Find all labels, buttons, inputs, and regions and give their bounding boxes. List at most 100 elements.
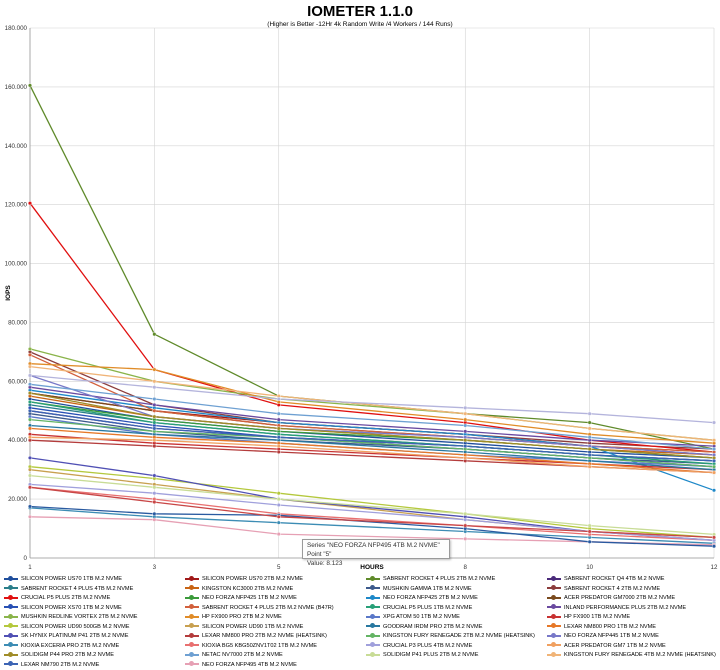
data-point-series-35	[152, 485, 157, 490]
data-point-series-35	[276, 497, 281, 502]
series-line-9	[29, 202, 715, 453]
series-line-41	[29, 486, 715, 539]
chart-subtitle: (Higher is Better -12Hr 4k Random Write …	[267, 21, 453, 28]
data-point-series-11	[712, 488, 717, 493]
legend-swatch	[366, 613, 380, 619]
legend-item: SABRENT ROCKET 4 PLUS 2TB M.2 NVME (B47R…	[185, 603, 365, 613]
legend-swatch	[366, 642, 380, 648]
legend-swatch	[185, 632, 199, 638]
data-point-series-39	[28, 373, 33, 378]
legend-item: KINGSTON KC3000 2TB M.2 NVME	[185, 584, 365, 594]
series-line-32	[29, 436, 715, 474]
data-point-series-39	[712, 420, 717, 425]
legend-swatch	[366, 585, 380, 591]
y-tick-label: 20.000	[8, 496, 27, 503]
legend-item: KINGSTON FURY RENEGADE 4TB M.2 NVME (HEA…	[547, 650, 720, 660]
legend-item: SILICON POWER UD90 500GB M.2 NVME	[4, 622, 184, 632]
tooltip-value-line: Value: 8.123	[307, 560, 343, 567]
data-point-series-16	[463, 429, 468, 434]
y-tick-label: 60.000	[8, 378, 27, 385]
legend-swatch	[185, 642, 199, 648]
data-point-series-18	[152, 367, 157, 372]
series-line-17	[29, 348, 715, 441]
data-point-series-40	[28, 504, 33, 509]
data-point-series-40	[587, 539, 592, 544]
x-tick-label: 12	[711, 564, 718, 571]
legend-label: CRUCIAL P3 PLUS 4TB M.2 NVME	[383, 642, 473, 649]
data-point-series-35	[463, 511, 468, 516]
data-point-series-22	[28, 467, 33, 472]
data-point-series-37	[587, 452, 592, 457]
legend-item: SOLIDIGM P44 PRO 2TB M.2 NVME	[4, 650, 184, 660]
data-point-series-36	[28, 364, 33, 369]
legend-label: NEO FORZA NFP495 4TB M.2 NVME	[202, 661, 297, 668]
data-point-series-36	[152, 379, 157, 384]
legend-item: MUSHKIN GAMMA 1TB M.2 NVME	[366, 584, 546, 594]
legend-label: KINGSTON FURY RENEGADE 4TB M.2 NVME (HEA…	[564, 652, 716, 658]
series-line-39	[29, 374, 715, 424]
data-point-series-41	[152, 500, 157, 505]
data-point-series-15	[152, 420, 157, 425]
legend-item: KIOXIA EXCERIA PRO 2TB M.2 NVME	[4, 641, 184, 651]
legend-label: NEO FORZA NFP425 1TB M.2 NVME	[202, 595, 297, 601]
legend-swatch	[4, 613, 18, 619]
legend-label: HP FX900 1TB M.2 NVME	[564, 614, 631, 620]
legend-item: CRUCIAL P3 PLUS 4TB M.2 NVME	[366, 641, 546, 651]
legend-item: NEO FORZA NFP425 2TB M.2 NVME	[366, 593, 546, 603]
x-tick-label: 1	[28, 564, 32, 571]
data-point-series-32	[712, 470, 717, 475]
data-point-series-18	[463, 417, 468, 422]
data-point-series-35	[587, 523, 592, 528]
y-tick-label: 80.000	[8, 319, 27, 326]
data-point-series-37	[463, 444, 468, 449]
series-line-21	[29, 466, 715, 539]
legend-item: SABRENT ROCKET Q4 4TB M.2 NVME	[547, 574, 720, 584]
legend-item: MUSHKIN REDLINE VORTEX 2TB M.2 NVME	[4, 612, 184, 622]
legend-item: INLAND PERFORMANCE PLUS 2TB M.2 NVME	[547, 603, 720, 613]
data-point-series-41	[587, 529, 592, 534]
legend-item: SILICON POWER US70 2TB M.2 NVME	[185, 574, 365, 584]
legend-label: ACER PREDATOR GM7 1TB M.2 NVME	[564, 642, 666, 649]
y-tick-label: 100.000	[5, 261, 28, 268]
legend-item: LEXAR NM800 PRO 2TB M.2 NVME (HEATSINK)	[185, 631, 365, 641]
legend-swatch	[4, 604, 18, 610]
legend-label: SILICON POWER XS70 1TB M.2 NVME	[21, 604, 122, 611]
legend-label: XPG ATOM 50 1TB M.2 NVME	[383, 614, 460, 620]
legend-label: INLAND PERFORMANCE PLUS 2TB M.2 NVME	[564, 604, 687, 611]
legend-swatch	[547, 632, 561, 638]
legend-swatch	[366, 594, 380, 600]
legend-swatch	[366, 604, 380, 610]
legend-label: SILICON POWER UD90 1TB M.2 NVME	[202, 623, 304, 630]
series-line-23	[29, 424, 715, 471]
legend-item: HP FX900 PRO 2TB M.2 NVME	[185, 612, 365, 622]
series-line-27	[29, 418, 715, 468]
legend-item: XPG ATOM 50 1TB M.2 NVME	[366, 612, 546, 622]
legend-item: NEO FORZA NFP495 4TB M.2 NVME	[185, 660, 365, 670]
legend-swatch	[4, 661, 18, 667]
legend-label: SILICON POWER US70 2TB M.2 NVME	[202, 576, 304, 582]
legend-item: ACER PREDATOR GM7000 2TB M.2 NVME	[547, 593, 720, 603]
data-point-series-37	[152, 426, 157, 431]
series-line-34	[29, 383, 715, 450]
legend-swatch	[366, 651, 380, 657]
series-line-40	[29, 505, 715, 547]
legend-label: SABRENT ROCKET Q4 4TB M.2 NVME	[564, 576, 665, 582]
legend-label: NEO FORZA NFP425 2TB M.2 NVME	[383, 595, 478, 601]
data-point-series-32	[587, 464, 592, 469]
legend-swatch	[185, 661, 199, 667]
legend-swatch	[366, 623, 380, 629]
data-point-series-35	[28, 473, 33, 478]
legend-label: NEO FORZA NFP445 1TB M.2 NVME	[564, 633, 659, 639]
data-point-series-26	[152, 444, 157, 449]
legend-label: CRUCIAL P5 PLUS 2TB M.2 NVME	[21, 595, 111, 601]
legend-swatch	[4, 632, 18, 638]
legend-swatch	[547, 623, 561, 629]
legend-label: LEXAR NM800 PRO 1TB M.2 NVME	[564, 623, 657, 630]
data-point-series-40	[712, 544, 717, 549]
data-point-series-25	[152, 473, 157, 478]
x-axis-label: HOURS	[360, 564, 384, 571]
legend-item: SABRENT ROCKET 4 2TB M.2 NVME	[547, 584, 720, 594]
legend-label: HP FX900 PRO 2TB M.2 NVME	[202, 614, 282, 620]
legend-swatch	[366, 632, 380, 638]
